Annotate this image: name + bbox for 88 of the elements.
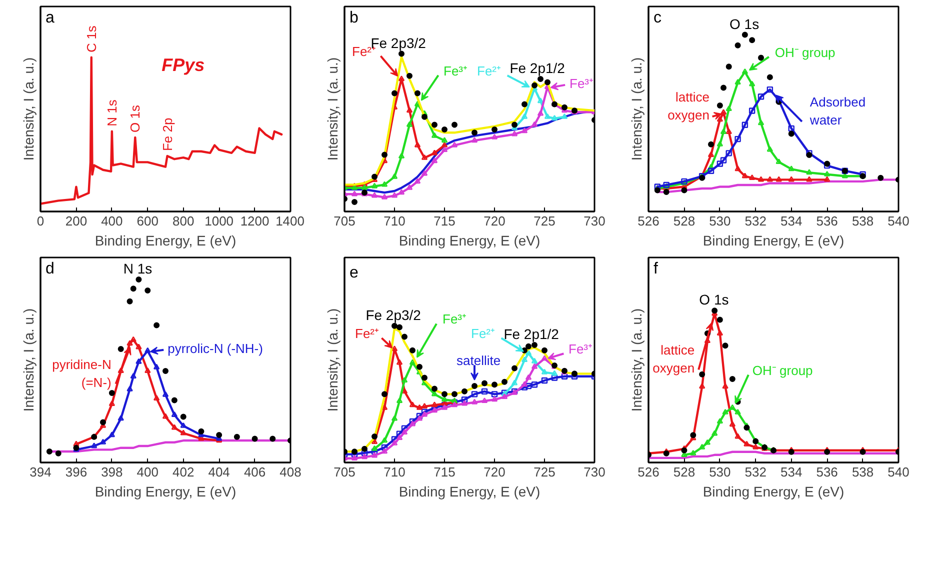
y-axis-title: Intensity, I (a. u.) bbox=[628, 308, 644, 412]
text: Fe²⁺ bbox=[477, 64, 500, 78]
chart-title: c bbox=[654, 10, 662, 26]
x-tick-label: 528 bbox=[673, 464, 696, 480]
x-tick-label: 1200 bbox=[240, 214, 270, 228]
x-tick-label: 526 bbox=[638, 464, 660, 480]
series-label: Fe²⁺ bbox=[355, 326, 378, 342]
x-tick-label: 398 bbox=[101, 464, 123, 480]
x-tick-label: 534 bbox=[780, 464, 802, 480]
x-tick-label: 730 bbox=[584, 214, 606, 228]
x-tick-label: 538 bbox=[852, 464, 874, 480]
chart-title: f bbox=[654, 260, 658, 278]
annotation: Fe 2p bbox=[160, 118, 175, 152]
series-label: lattice oxygen bbox=[668, 90, 710, 123]
annotation: Fe 2p1/2 bbox=[504, 326, 560, 342]
text: Fe³⁺ bbox=[444, 63, 467, 78]
x-tick-label: 1000 bbox=[204, 214, 234, 228]
x-tick-label: 404 bbox=[208, 464, 230, 480]
x-axis-title: Binding Energy, E (eV) bbox=[702, 232, 844, 248]
x-tick-label: 530 bbox=[709, 214, 731, 228]
x-tick-label: 394 bbox=[30, 464, 52, 480]
series-label: pyridine-N (=N-) bbox=[52, 356, 112, 390]
x-tick-label: 730 bbox=[584, 464, 606, 480]
x-tick-label: 800 bbox=[172, 214, 194, 228]
y-axis-title: Intensity, I (a. u.) bbox=[324, 57, 340, 161]
series-label: satellite bbox=[456, 353, 501, 368]
x-tick-label: 0 bbox=[36, 214, 44, 228]
chart-title: a bbox=[46, 10, 54, 26]
x-tick-label: 408 bbox=[280, 464, 302, 480]
x-axis-title: Binding Energy, E (eV) bbox=[94, 484, 236, 500]
text: Fe³⁺ bbox=[442, 312, 466, 327]
text: OH⁻ group bbox=[752, 362, 813, 378]
annotation: C 1s bbox=[84, 25, 99, 52]
x-tick-label: 1400 bbox=[276, 214, 304, 228]
chart-title: b bbox=[350, 10, 358, 26]
x-tick-label: 532 bbox=[744, 214, 766, 228]
x-tick-label: 536 bbox=[816, 464, 838, 480]
x-axis-title: Binding Energy, E (eV) bbox=[398, 232, 540, 248]
annotation: O 1s bbox=[128, 104, 143, 133]
x-tick-label: 400 bbox=[136, 464, 158, 480]
legend-label: pyrrolic-N (-NH-) bbox=[168, 340, 263, 356]
annotation: Fe 2p1/2 bbox=[510, 60, 566, 76]
y-axis-title: Intensity, I (a. u.) bbox=[20, 308, 36, 412]
x-tick-label: 710 bbox=[384, 464, 406, 480]
x-tick-label: 600 bbox=[136, 214, 158, 228]
text: Fe²⁺ bbox=[471, 326, 494, 342]
x-tick-label: 406 bbox=[244, 464, 266, 480]
chart-title: e bbox=[350, 264, 358, 282]
x-tick-label: 200 bbox=[65, 214, 88, 228]
x-tick-label: 540 bbox=[888, 464, 910, 480]
chart-title: d bbox=[46, 260, 54, 278]
y-axis-title: Intensity, I (a. u.) bbox=[628, 57, 644, 161]
annotation: O 1s bbox=[699, 292, 729, 308]
legend-label: Fe³⁺ bbox=[570, 76, 593, 91]
annotation: N 1s bbox=[104, 99, 120, 126]
series-label: lattice oxygen bbox=[652, 342, 695, 376]
x-tick-label: 532 bbox=[744, 464, 766, 480]
annotation: N 1s bbox=[123, 260, 152, 276]
x-tick-label: 725 bbox=[534, 464, 556, 480]
x-tick-label: 720 bbox=[484, 464, 506, 480]
text: OH⁻ group bbox=[774, 44, 836, 60]
x-tick-label: 720 bbox=[484, 214, 506, 228]
x-axis-title: Binding Energy, E (eV) bbox=[398, 484, 540, 500]
x-tick-label: 705 bbox=[334, 214, 356, 228]
x-tick-label: 540 bbox=[888, 214, 910, 228]
x-axis-title: Binding Energy, E (eV) bbox=[702, 484, 844, 500]
x-tick-label: 530 bbox=[709, 464, 731, 480]
x-tick-label: 715 bbox=[434, 214, 456, 228]
x-tick-label: 528 bbox=[673, 214, 696, 228]
x-tick-label: 710 bbox=[384, 214, 406, 228]
x-tick-label: 705 bbox=[334, 464, 356, 480]
annotation: Fe 2p3/2 bbox=[366, 306, 422, 323]
x-tick-label: 526 bbox=[638, 214, 660, 228]
x-tick-label: 715 bbox=[434, 464, 456, 480]
legend-label: Fe³⁺ bbox=[568, 342, 592, 357]
x-tick-label: 396 bbox=[65, 464, 88, 480]
annotation: O 1s bbox=[730, 16, 760, 32]
x-tick-label: 402 bbox=[172, 464, 194, 480]
text: FPys bbox=[162, 55, 205, 76]
x-tick-label: 536 bbox=[816, 214, 838, 228]
x-tick-label: 725 bbox=[534, 214, 556, 228]
x-tick-label: 534 bbox=[780, 214, 802, 228]
y-axis-title: Intensity, I (a. u.) bbox=[324, 308, 340, 412]
x-tick-label: 538 bbox=[852, 214, 874, 228]
x-tick-label: 400 bbox=[101, 214, 123, 228]
y-axis-title: Intensity, I (a. u.) bbox=[20, 57, 36, 161]
x-axis-title: Binding Energy, E (eV) bbox=[94, 232, 236, 248]
legend-label: Adsorbed water bbox=[808, 94, 866, 128]
